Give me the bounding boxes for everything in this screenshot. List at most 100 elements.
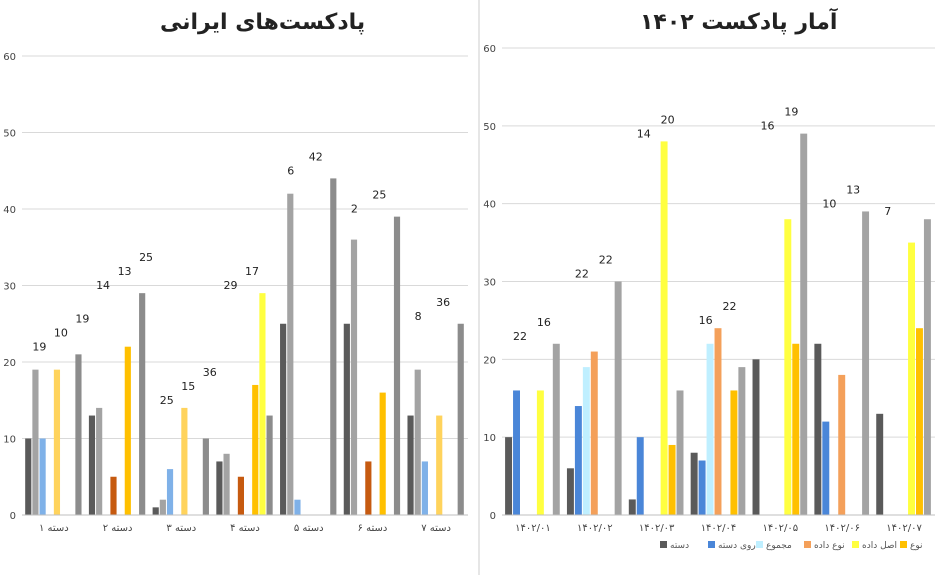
data-label: 15 bbox=[181, 380, 195, 393]
left-chart-title: پادکست‌های ایرانی bbox=[160, 10, 366, 35]
bar bbox=[582, 367, 590, 515]
x-tick-label: ۱۴۰۲/۰۶ bbox=[824, 523, 860, 534]
bar bbox=[350, 239, 358, 515]
bar bbox=[436, 415, 443, 515]
bar bbox=[752, 359, 760, 515]
bar bbox=[566, 468, 574, 515]
y-tick-label: 60 bbox=[483, 44, 496, 55]
data-label: 6 bbox=[287, 164, 294, 177]
bar bbox=[457, 323, 464, 515]
legend-swatch bbox=[804, 541, 811, 548]
x-tick-label: دسته ۴ bbox=[230, 523, 260, 534]
x-tick-label: ۱۴۰۲/۰۳ bbox=[639, 523, 675, 534]
bar bbox=[259, 293, 266, 515]
bar bbox=[513, 390, 520, 515]
bar bbox=[166, 469, 174, 515]
bar bbox=[39, 438, 46, 515]
data-label: 19 bbox=[32, 340, 46, 353]
legend-swatch bbox=[900, 541, 907, 548]
bar bbox=[365, 461, 372, 515]
x-tick-label: ۱۴۰۲/۰۲ bbox=[577, 523, 613, 534]
bar bbox=[343, 323, 350, 515]
bar bbox=[908, 242, 916, 516]
legend-swatch bbox=[708, 541, 715, 548]
legend-label: نوع داده bbox=[814, 541, 845, 551]
x-tick-label: ۱۴۰۲/۰۱ bbox=[515, 523, 551, 534]
x-tick-label: دسته ۱ bbox=[39, 523, 69, 534]
bar bbox=[287, 193, 294, 515]
data-label: 7 bbox=[884, 205, 891, 218]
bar bbox=[536, 390, 544, 515]
data-label: 14 bbox=[96, 279, 110, 292]
bar bbox=[379, 392, 386, 515]
bar bbox=[139, 293, 146, 515]
bar bbox=[792, 343, 800, 515]
bar bbox=[730, 390, 738, 515]
bar bbox=[676, 390, 684, 515]
bar bbox=[614, 281, 622, 515]
y-tick-label: 50 bbox=[483, 122, 496, 133]
bar bbox=[822, 421, 830, 515]
right-chart-panel: آمار پادکست ۱۴۰۲ 0 10 20 30 40 50 60 ۱۴۰۲/۰۱ ۱۴۰… bbox=[479, 0, 942, 575]
bar bbox=[784, 219, 792, 515]
bar bbox=[800, 133, 808, 515]
y-tick-label: 30 bbox=[483, 278, 496, 289]
bar bbox=[53, 369, 61, 515]
x-tick-label: دسته ۵ bbox=[294, 523, 324, 534]
bar bbox=[505, 437, 513, 515]
data-label: 2 bbox=[351, 203, 358, 216]
data-label: 22 bbox=[599, 254, 613, 267]
bar bbox=[216, 461, 223, 515]
data-label: 22 bbox=[722, 300, 736, 313]
bar bbox=[152, 507, 159, 515]
data-label: 22 bbox=[575, 268, 589, 281]
data-label: 10 bbox=[822, 197, 836, 210]
data-label: 25 bbox=[139, 251, 153, 264]
bar bbox=[690, 452, 698, 515]
bar bbox=[25, 438, 32, 515]
y-tick-label: 20 bbox=[3, 358, 16, 369]
y-tick-label: 50 bbox=[3, 129, 16, 140]
data-label: 20 bbox=[661, 113, 675, 126]
data-label: 25 bbox=[372, 189, 386, 202]
bar bbox=[421, 461, 428, 515]
legend-label: روی دسته bbox=[718, 541, 756, 551]
data-label: 36 bbox=[203, 366, 217, 379]
bar bbox=[181, 407, 188, 515]
bar bbox=[590, 351, 598, 515]
bar bbox=[280, 323, 287, 515]
bar bbox=[88, 415, 96, 515]
y-tick-label: 40 bbox=[3, 205, 16, 216]
data-label: 8 bbox=[415, 310, 422, 323]
x-tick-label: ۱۴۰۲/۰۴ bbox=[701, 523, 737, 534]
bar bbox=[110, 476, 117, 515]
y-tick-label: 20 bbox=[483, 355, 496, 366]
legend-swatch bbox=[852, 541, 859, 548]
x-tick-label: دسته ۶ bbox=[358, 523, 388, 534]
bar bbox=[574, 406, 582, 515]
legend-label: دسته bbox=[670, 541, 689, 551]
y-tick-label: 10 bbox=[3, 435, 16, 446]
data-label: 14 bbox=[637, 127, 651, 140]
bar bbox=[159, 499, 166, 515]
data-label: 17 bbox=[245, 265, 259, 278]
left-chart-svg: 0 10 20 30 40 50 60 دسته ۱ دسته ۲ دسته ۳ دسته ۴ دست… bbox=[3, 52, 468, 534]
legend-label: مجموع bbox=[766, 541, 792, 551]
bar bbox=[223, 453, 230, 515]
data-label: 13 bbox=[118, 265, 132, 278]
data-label: 16 bbox=[760, 120, 774, 133]
bar bbox=[706, 343, 714, 515]
bar bbox=[552, 343, 560, 515]
bar bbox=[814, 343, 822, 515]
bar bbox=[628, 499, 636, 515]
bar bbox=[916, 328, 923, 515]
bar bbox=[75, 354, 82, 515]
legend-swatch bbox=[660, 541, 667, 548]
bar bbox=[124, 346, 131, 515]
x-tick-label: دسته ۷ bbox=[421, 523, 451, 534]
data-label: 16 bbox=[537, 316, 551, 329]
data-label: 13 bbox=[846, 183, 860, 196]
data-label: 19 bbox=[75, 312, 89, 325]
bar bbox=[636, 437, 644, 515]
y-tick-label: 0 bbox=[490, 511, 496, 522]
